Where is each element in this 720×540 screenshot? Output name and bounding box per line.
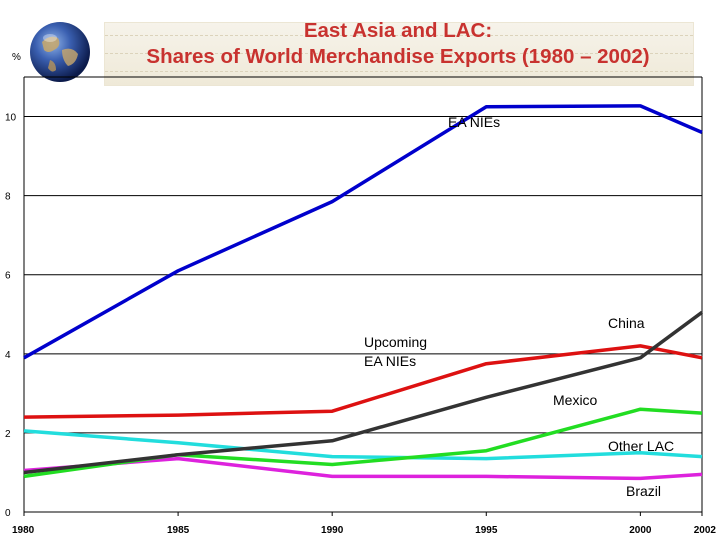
x-tick-label: 2000 [629, 525, 652, 536]
series-line-brazil [23, 456, 703, 481]
y-tick-label: 2 [5, 429, 11, 440]
y-tick-label: 8 [5, 192, 11, 203]
x-tick-label: 1980 [12, 525, 35, 536]
series-line-ea-nies [23, 104, 703, 360]
y-tick-label: 0 [5, 508, 11, 519]
series-line-other-lac [23, 429, 703, 461]
chart-title: East Asia and LAC: Shares of World Merch… [104, 18, 692, 70]
title-line-1: East Asia and LAC: [303, 19, 493, 42]
title-background [104, 22, 694, 86]
series-label-upcoming-ea-nies: Upcoming EA NIEs [364, 334, 427, 369]
series-label-mexico: Mexico [553, 392, 598, 408]
x-tick-label: 1990 [321, 525, 344, 536]
series-line-china [23, 310, 704, 475]
y-tick-label: 4 [5, 350, 11, 361]
series-label-ea-nies: EA NIEs [448, 114, 500, 130]
series-line-mexico [23, 407, 703, 479]
y-axis-unit-label: % [12, 52, 21, 63]
x-tick-label: 1995 [475, 525, 498, 536]
series-label-china: China [608, 315, 645, 331]
x-tick-label: 1985 [167, 525, 190, 536]
title-line-2: Shares of World Merchandise Exports (198… [146, 45, 650, 68]
series-line-upcoming-ea-nies [23, 344, 703, 419]
x-tick-label: 2002 [694, 525, 717, 536]
series-label-other-lac: Other LAC [608, 438, 674, 454]
y-tick-label: 10 [5, 113, 17, 124]
series-label-brazil: Brazil [626, 483, 661, 499]
y-tick-label: 6 [5, 271, 11, 282]
globe-icon [30, 22, 90, 82]
